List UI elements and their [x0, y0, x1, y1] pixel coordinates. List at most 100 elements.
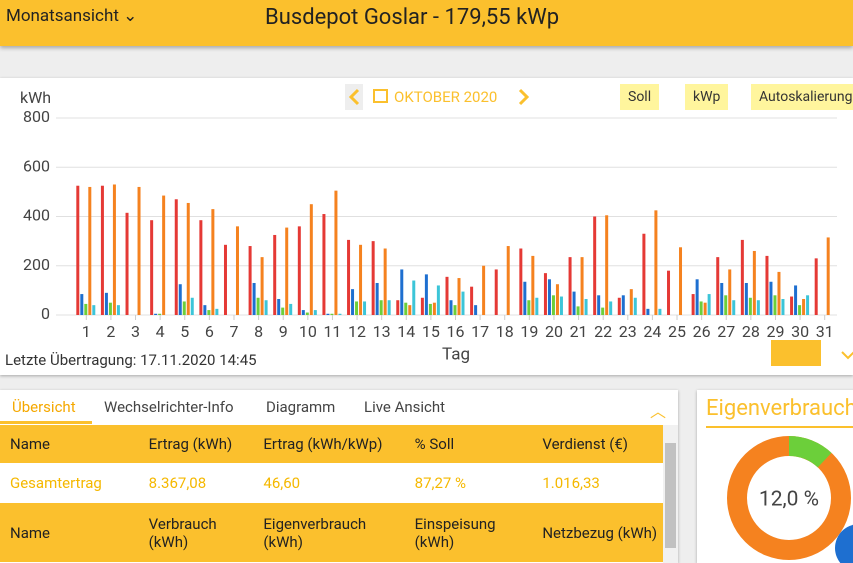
- next-icon[interactable]: [518, 88, 530, 106]
- bar: [802, 298, 806, 315]
- bar: [605, 215, 609, 315]
- bar: [642, 233, 646, 315]
- menu-label[interactable]: Monatsansicht: [6, 6, 119, 26]
- y-tick-label: 600: [23, 156, 50, 175]
- bar: [547, 279, 551, 315]
- bar: [629, 289, 633, 315]
- bar: [424, 274, 428, 315]
- bar: [667, 270, 671, 315]
- tab[interactable]: Diagramm: [266, 398, 336, 416]
- table-row: Name Verbrauch (kWh) Eigenverbrauch (kWh) E…: [0, 503, 663, 562]
- chart: OKTOBER 2020 kWh Tag Letzte Übertragung:…: [5, 84, 853, 369]
- collapse-icon[interactable]: ︿: [650, 402, 667, 421]
- table-cell: 87,27 %: [414, 474, 467, 492]
- bar: [186, 202, 190, 315]
- bar: [207, 310, 211, 315]
- bar: [215, 308, 219, 315]
- fab[interactable]: [835, 524, 853, 563]
- bar: [601, 307, 605, 315]
- calendar-icon[interactable]: [373, 89, 388, 103]
- x-tick-label: 28: [742, 322, 760, 341]
- x-tick-label: 5: [180, 322, 189, 341]
- bar: [551, 295, 555, 315]
- x-tick-label: 8: [254, 322, 263, 341]
- bar: [408, 305, 412, 315]
- bar: [773, 295, 777, 315]
- bar: [621, 295, 625, 315]
- x-tick-label: 10: [299, 322, 317, 341]
- bar: [347, 239, 351, 315]
- bar: [703, 302, 707, 315]
- bar: [199, 220, 203, 315]
- bar: [584, 298, 588, 315]
- bar: [355, 301, 359, 315]
- page-title: Busdepot Goslar - 179,55 kWp: [265, 5, 560, 30]
- tab[interactable]: Wechselrichter-Info: [104, 398, 234, 416]
- expand-icon[interactable]: [841, 351, 853, 360]
- x-tick-label: 31: [816, 322, 834, 341]
- bar: [593, 216, 597, 315]
- y-tick-label: 400: [23, 206, 50, 225]
- kwp-button[interactable]: kWp: [685, 84, 729, 110]
- bar: [523, 281, 527, 315]
- tab[interactable]: Live Ansicht: [364, 398, 446, 416]
- table-cell: Einspeisung (kWh): [414, 514, 496, 551]
- export-button[interactable]: [771, 340, 821, 366]
- bar: [84, 303, 88, 315]
- bar: [543, 273, 547, 315]
- autoscale-button[interactable]: Autoskalierung: [751, 84, 853, 110]
- title-rule: [706, 426, 853, 428]
- x-tick-label: 23: [619, 322, 637, 341]
- bar: [363, 301, 367, 315]
- bar: [383, 248, 387, 315]
- table-cell: 1.016,33: [542, 474, 600, 492]
- bar: [281, 307, 285, 315]
- soll-button[interactable]: Soll: [620, 84, 660, 110]
- x-tick-label: 21: [570, 322, 588, 341]
- bar: [765, 255, 769, 315]
- bar: [494, 269, 498, 315]
- bar: [203, 305, 207, 315]
- x-tick-label: 7: [229, 322, 238, 341]
- bar: [154, 313, 158, 315]
- bar: [781, 298, 785, 315]
- bar: [748, 297, 752, 315]
- period[interactable]: OKTOBER 2020: [394, 88, 497, 106]
- x-tick-label: 13: [373, 322, 391, 341]
- bar: [790, 296, 794, 315]
- bar: [158, 313, 162, 315]
- bar: [555, 284, 559, 315]
- x-tick-label: 25: [668, 322, 686, 341]
- prev-icon[interactable]: [348, 88, 360, 106]
- table-cell: Verdienst (€): [542, 435, 628, 453]
- bar: [506, 246, 510, 315]
- bar: [691, 294, 695, 315]
- bar: [76, 185, 80, 315]
- x-tick-label: 9: [279, 322, 288, 341]
- y-tick-label: 800: [23, 107, 50, 126]
- bar: [695, 279, 699, 315]
- bar: [235, 226, 239, 315]
- x-tick-label: 29: [766, 322, 784, 341]
- bar: [116, 305, 120, 315]
- table-row: Gesamtertrag 8.367,08 46,60 87,27 % 1.016,33: [0, 463, 663, 503]
- bar: [178, 284, 182, 315]
- bar: [826, 237, 830, 315]
- tab[interactable]: Übersicht: [12, 398, 76, 416]
- y-axis-label: kWh: [20, 88, 51, 107]
- bar: [375, 282, 379, 315]
- table-cell: Ertrag (kWh): [148, 435, 233, 453]
- bar: [617, 297, 621, 315]
- view-menu[interactable]: Monatsansicht ⌄: [6, 6, 138, 26]
- bar: [769, 281, 773, 315]
- bar: [182, 301, 186, 315]
- prev-button[interactable]: [345, 84, 363, 110]
- donut: 12,0 %: [727, 436, 853, 563]
- chart-card: [0, 78, 853, 375]
- bar: [334, 190, 338, 315]
- bar: [794, 285, 798, 315]
- bar: [597, 295, 601, 315]
- x-tick-label: 22: [594, 322, 612, 341]
- bar: [633, 297, 637, 315]
